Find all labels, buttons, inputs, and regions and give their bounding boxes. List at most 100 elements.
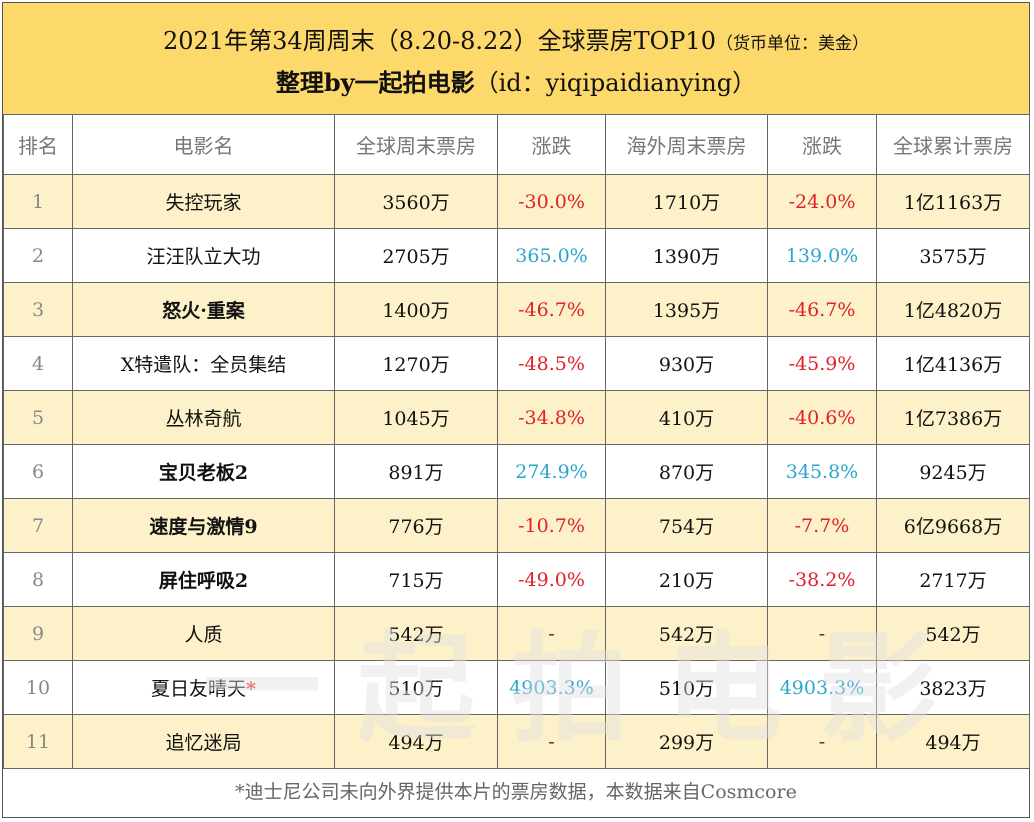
global-change-cell-text: -48.5% xyxy=(518,352,585,375)
global-change-cell: 274.9% xyxy=(497,444,606,499)
global-change-cell: -30.0% xyxy=(497,174,606,229)
overseas-weekend-cell: 1710万 xyxy=(605,174,768,229)
rank-cell-text: 9 xyxy=(31,622,45,645)
movie-title-cell: 宝贝老板2 xyxy=(72,444,335,499)
overseas-change-cell: -45.9% xyxy=(767,336,877,391)
movie-title-cell: 怒火·重案 xyxy=(72,282,335,337)
overseas-weekend-cell-text: 870万 xyxy=(658,462,715,484)
title-text: 2021年第34周周末（8.20-8.22）全球票房TOP10 xyxy=(163,27,716,55)
global-weekend-cell-text: 1045万 xyxy=(382,408,450,430)
global-change-cell-text: -46.7% xyxy=(518,298,585,321)
rank-cell: 4 xyxy=(3,336,73,391)
rank-cell-text: 5 xyxy=(31,406,45,429)
global-total-cell: 3823万 xyxy=(876,660,1030,715)
global-weekend-cell-text: 776万 xyxy=(388,516,444,538)
rank-cell-text: 1 xyxy=(31,190,45,213)
overseas-weekend-cell-text: 210万 xyxy=(658,570,715,592)
column-header: 涨跌 xyxy=(497,114,606,175)
column-header: 全球累计票房 xyxy=(876,114,1030,175)
overseas-change-cell-text: 139.0% xyxy=(785,244,859,267)
movie-title-cell: 人质 xyxy=(72,606,335,661)
overseas-weekend-cell: 542万 xyxy=(605,606,768,661)
overseas-change-cell-text: - xyxy=(818,622,826,645)
overseas-change-cell-text: -40.6% xyxy=(788,406,856,429)
rank-cell: 8 xyxy=(3,552,73,607)
rank-cell: 7 xyxy=(3,498,73,553)
overseas-weekend-cell-text: 410万 xyxy=(658,408,715,430)
global-change-cell-text: 365.0% xyxy=(515,244,588,267)
global-change-cell-text: - xyxy=(548,730,555,753)
overseas-change-cell: -38.2% xyxy=(767,552,877,607)
rank-cell: 2 xyxy=(3,228,73,283)
table-row: 2 汪汪队立大功 2705万 365.0% 1390万 139.0% 3575万 xyxy=(3,228,1030,283)
movie-title-cell-text: 夏日友晴天 xyxy=(151,678,247,700)
column-header: 涨跌 xyxy=(767,114,877,175)
global-total-cell-text: 1亿7386万 xyxy=(903,408,1003,430)
rank-cell: 9 xyxy=(3,606,73,661)
movie-title-cell: 夏日友晴天* xyxy=(72,660,335,715)
currency-unit-note: （货币单位：美金） xyxy=(715,34,869,54)
global-change-cell: 4903.3% xyxy=(497,660,606,715)
global-total-cell: 542万 xyxy=(876,606,1030,661)
global-total-cell: 3575万 xyxy=(876,228,1030,283)
movie-title-cell-text: 屏住呼吸2 xyxy=(158,570,249,592)
movie-title-cell: 失控玩家 xyxy=(72,174,335,229)
rank-cell-text: 4 xyxy=(31,352,45,375)
global-total-cell-text: 494万 xyxy=(925,732,981,754)
global-weekend-cell: 494万 xyxy=(334,714,498,769)
overseas-change-cell: 345.8% xyxy=(767,444,877,499)
rank-cell: 10 xyxy=(3,660,73,715)
column-header: 全球周末票房 xyxy=(334,114,498,175)
page-subtitle: 整理by一起拍电影（id：yiqipaidianying） xyxy=(3,63,1029,98)
global-total-cell-text: 6亿9668万 xyxy=(903,516,1003,538)
rank-cell-text: 7 xyxy=(31,514,45,537)
global-total-cell-text: 3823万 xyxy=(919,678,987,700)
table-row: 7 速度与激情9 776万 -10.7% 754万 -7.7% 6亿9668万 xyxy=(3,498,1030,553)
movie-title-cell: 丛林奇航 xyxy=(72,390,335,445)
movie-title-cell-text: 怒火·重案 xyxy=(162,300,245,322)
table-row: 5 丛林奇航 1045万 -34.8% 410万 -40.6% 1亿7386万 xyxy=(3,390,1030,445)
global-total-cell-text: 542万 xyxy=(925,624,981,646)
movie-title-cell: X特遣队：全员集结 xyxy=(72,336,335,391)
global-weekend-cell-text: 891万 xyxy=(388,462,444,484)
global-change-cell: - xyxy=(497,714,606,769)
overseas-weekend-cell-text: 510万 xyxy=(658,678,715,700)
overseas-weekend-cell-text: 754万 xyxy=(658,516,715,538)
rank-cell-text: 3 xyxy=(31,298,45,321)
movie-title-cell-text: 速度与激情9 xyxy=(149,516,258,538)
rank-cell: 1 xyxy=(3,174,73,229)
table-row: 9 人质 542万 - 542万 - 542万 xyxy=(3,606,1030,661)
rank-cell: 6 xyxy=(3,444,73,499)
overseas-weekend-cell-text: 1395万 xyxy=(652,300,721,322)
table-row: 3 怒火·重案 1400万 -46.7% 1395万 -46.7% 1亿4820万 xyxy=(3,282,1030,337)
rank-cell-text: 2 xyxy=(31,244,45,267)
global-change-cell: -49.0% xyxy=(497,552,606,607)
global-weekend-cell-text: 715万 xyxy=(388,570,444,592)
global-weekend-cell: 2705万 xyxy=(334,228,498,283)
subtitle-id: （id：yiqipaidianying） xyxy=(474,69,757,97)
overseas-change-cell: - xyxy=(767,606,877,661)
global-total-cell: 9245万 xyxy=(876,444,1030,499)
global-total-cell: 1亿4820万 xyxy=(876,282,1030,337)
movie-title-cell-text: 汪汪队立大功 xyxy=(146,246,261,268)
global-weekend-cell: 776万 xyxy=(334,498,498,553)
rank-cell-text: 8 xyxy=(31,568,45,591)
overseas-change-cell-text: -38.2% xyxy=(788,568,856,591)
global-total-cell: 494万 xyxy=(876,714,1030,769)
overseas-change-cell: - xyxy=(767,714,877,769)
table-row: 1 失控玩家 3560万 -30.0% 1710万 -24.0% 1亿1163万 xyxy=(3,174,1030,229)
overseas-weekend-cell-text: 1710万 xyxy=(652,192,721,214)
movie-title-cell-text: 人质 xyxy=(184,624,223,646)
global-weekend-cell: 715万 xyxy=(334,552,498,607)
global-change-cell: -34.8% xyxy=(497,390,606,445)
table-row: 11 追忆迷局 494万 - 299万 - 494万 xyxy=(3,714,1030,769)
column-header: 电影名 xyxy=(72,114,335,175)
page-title: 2021年第34周周末（8.20-8.22）全球票房TOP10（货币单位：美金） xyxy=(3,21,1029,56)
watermark-text: 一起拍电影 xyxy=(203,620,974,758)
rank-cell-text: 6 xyxy=(31,460,45,483)
rank-cell-text: 11 xyxy=(25,730,51,753)
movie-title-cell-text: 宝贝老板2 xyxy=(158,462,249,484)
global-weekend-cell: 1270万 xyxy=(334,336,498,391)
overseas-weekend-cell: 210万 xyxy=(605,552,768,607)
